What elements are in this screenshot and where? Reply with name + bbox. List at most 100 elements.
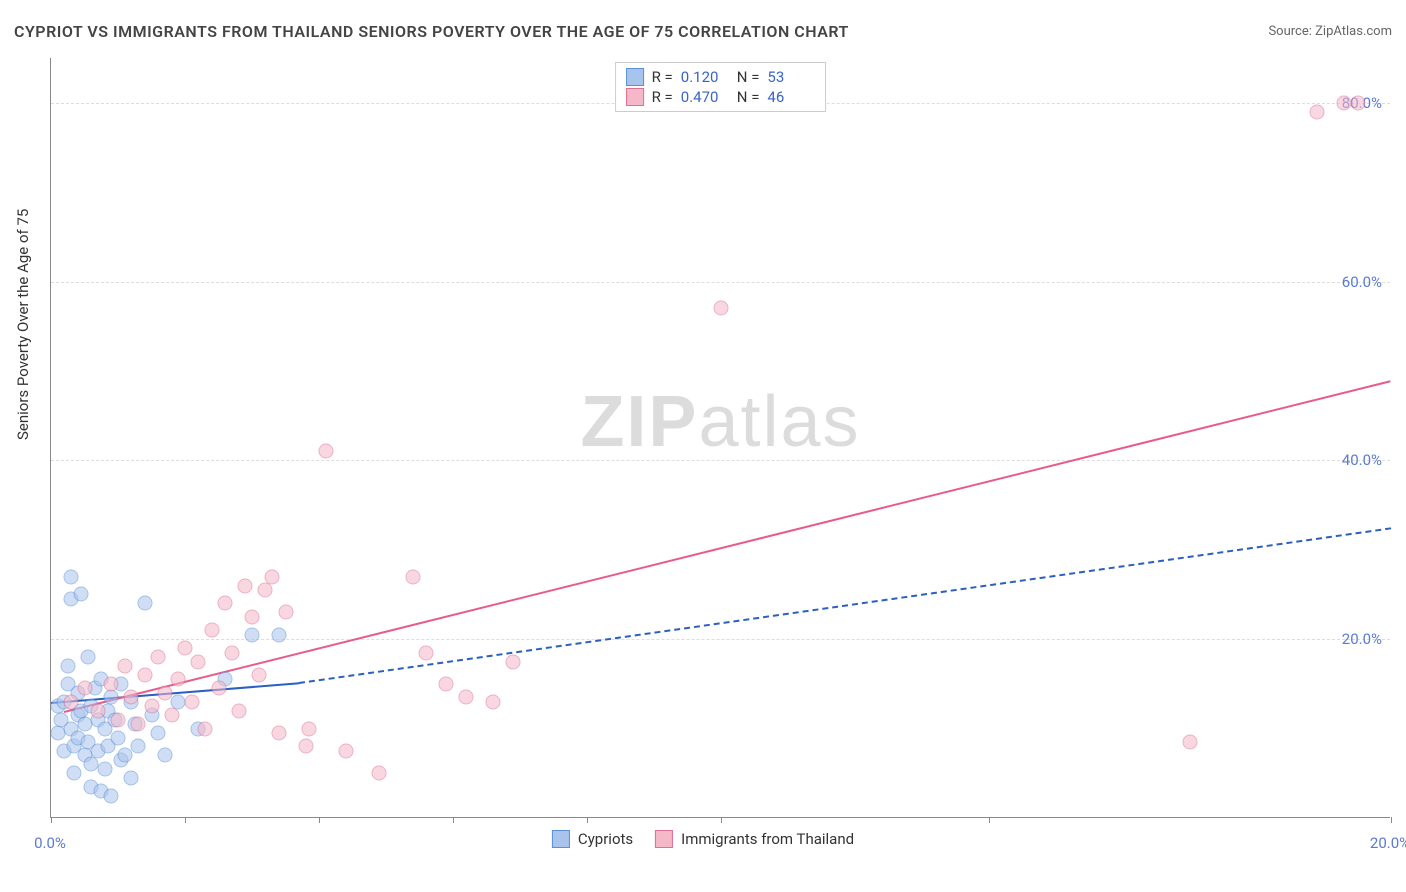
marker-cypriots [80, 650, 95, 665]
x-tick [989, 817, 990, 823]
plot-wrap: ZIPatlas 20.0%40.0%60.0%80.0%R =0.120N =… [50, 58, 1390, 818]
marker-immigrants-from-thailand [439, 676, 454, 691]
legend-label: Immigrants from Thailand [681, 830, 854, 848]
r-value: 0.470 [681, 88, 729, 106]
marker-immigrants-from-thailand [211, 681, 226, 696]
x-tick-label: 0.0% [34, 834, 66, 852]
marker-cypriots [137, 596, 152, 611]
legend-item: Cypriots [552, 830, 633, 848]
y-tick-label: 60.0% [1342, 273, 1382, 291]
chart-title: CYPRIOT VS IMMIGRANTS FROM THAILAND SENI… [14, 22, 849, 41]
marker-immigrants-from-thailand [714, 301, 729, 316]
n-label: N = [737, 88, 760, 106]
stats-row: R = 0.470 N = 46 [626, 87, 816, 107]
marker-immigrants-from-thailand [224, 645, 239, 660]
marker-immigrants-from-thailand [204, 623, 219, 638]
cypriots-trend-dash [299, 527, 1391, 684]
marker-cypriots [117, 748, 132, 763]
marker-cypriots [157, 748, 172, 763]
gridline [51, 460, 1390, 461]
marker-immigrants-from-thailand [90, 703, 105, 718]
marker-immigrants-from-thailand [265, 569, 280, 584]
gridline [51, 282, 1390, 283]
marker-cypriots [67, 766, 82, 781]
marker-immigrants-from-thailand [486, 694, 501, 709]
x-tick [319, 817, 320, 823]
marker-cypriots [104, 788, 119, 803]
marker-immigrants-from-thailand [191, 654, 206, 669]
marker-immigrants-from-thailand [258, 583, 273, 598]
n-value: 53 [767, 68, 815, 86]
n-value: 46 [767, 88, 815, 106]
marker-immigrants-from-thailand [298, 739, 313, 754]
marker-immigrants-from-thailand [419, 645, 434, 660]
marker-cypriots [245, 627, 260, 642]
marker-immigrants-from-thailand [104, 676, 119, 691]
legend-label: Cypriots [578, 830, 633, 848]
marker-immigrants-from-thailand [506, 654, 521, 669]
marker-immigrants-from-thailand [372, 766, 387, 781]
marker-immigrants-from-thailand [1350, 95, 1365, 110]
source-link[interactable]: ZipAtlas.com [1315, 24, 1392, 39]
marker-cypriots [151, 726, 166, 741]
x-tick [185, 817, 186, 823]
chart-source: Source: ZipAtlas.com [1268, 24, 1392, 39]
marker-immigrants-from-thailand [157, 685, 172, 700]
marker-immigrants-from-thailand [178, 641, 193, 656]
watermark: ZIPatlas [580, 381, 860, 463]
marker-cypriots [64, 569, 79, 584]
legend-swatch [655, 830, 673, 848]
marker-immigrants-from-thailand [251, 667, 266, 682]
marker-immigrants-from-thailand [144, 699, 159, 714]
r-label: R = [652, 88, 673, 106]
marker-immigrants-from-thailand [171, 672, 186, 687]
marker-immigrants-from-thailand [117, 659, 132, 674]
marker-immigrants-from-thailand [405, 569, 420, 584]
marker-immigrants-from-thailand [238, 578, 253, 593]
marker-immigrants-from-thailand [64, 694, 79, 709]
marker-immigrants-from-thailand [151, 650, 166, 665]
marker-cypriots [111, 730, 126, 745]
x-tick [453, 817, 454, 823]
source-label: Source: [1268, 24, 1311, 39]
chart-header: CYPRIOT VS IMMIGRANTS FROM THAILAND SENI… [14, 22, 1392, 41]
marker-cypriots [104, 690, 119, 705]
thailand-trend [64, 380, 1391, 713]
n-label: N = [737, 68, 760, 86]
marker-cypriots [131, 739, 146, 754]
marker-cypriots [97, 761, 112, 776]
legend-swatch [626, 88, 644, 106]
watermark-atlas: atlas [698, 382, 860, 462]
stats-legend: R =0.120N =53R =0.470N =46 [615, 62, 827, 112]
marker-immigrants-from-thailand [198, 721, 213, 736]
marker-immigrants-from-thailand [164, 708, 179, 723]
legend-swatch [552, 830, 570, 848]
marker-immigrants-from-thailand [184, 694, 199, 709]
marker-immigrants-from-thailand [278, 605, 293, 620]
marker-immigrants-from-thailand [245, 609, 260, 624]
x-tick [721, 817, 722, 823]
marker-immigrants-from-thailand [137, 667, 152, 682]
marker-immigrants-from-thailand [1310, 104, 1325, 119]
y-axis-label: Seniors Poverty Over the Age of 75 [14, 209, 32, 440]
x-tick-label: 20.0% [1370, 834, 1406, 852]
marker-immigrants-from-thailand [77, 681, 92, 696]
marker-immigrants-from-thailand [111, 712, 126, 727]
x-tick [587, 817, 588, 823]
plot-area: ZIPatlas 20.0%40.0%60.0%80.0%R =0.120N =… [50, 58, 1390, 818]
marker-immigrants-from-thailand [124, 690, 139, 705]
marker-immigrants-from-thailand [131, 717, 146, 732]
y-tick-label: 40.0% [1342, 451, 1382, 469]
marker-immigrants-from-thailand [1183, 735, 1198, 750]
marker-cypriots [124, 770, 139, 785]
marker-immigrants-from-thailand [231, 703, 246, 718]
marker-immigrants-from-thailand [218, 596, 233, 611]
x-tick [51, 817, 52, 823]
r-label: R = [652, 68, 673, 86]
legend-swatch [626, 68, 644, 86]
marker-cypriots [60, 659, 75, 674]
marker-immigrants-from-thailand [318, 444, 333, 459]
legend-item: Immigrants from Thailand [655, 830, 854, 848]
marker-immigrants-from-thailand [338, 743, 353, 758]
watermark-zip: ZIP [580, 382, 698, 462]
